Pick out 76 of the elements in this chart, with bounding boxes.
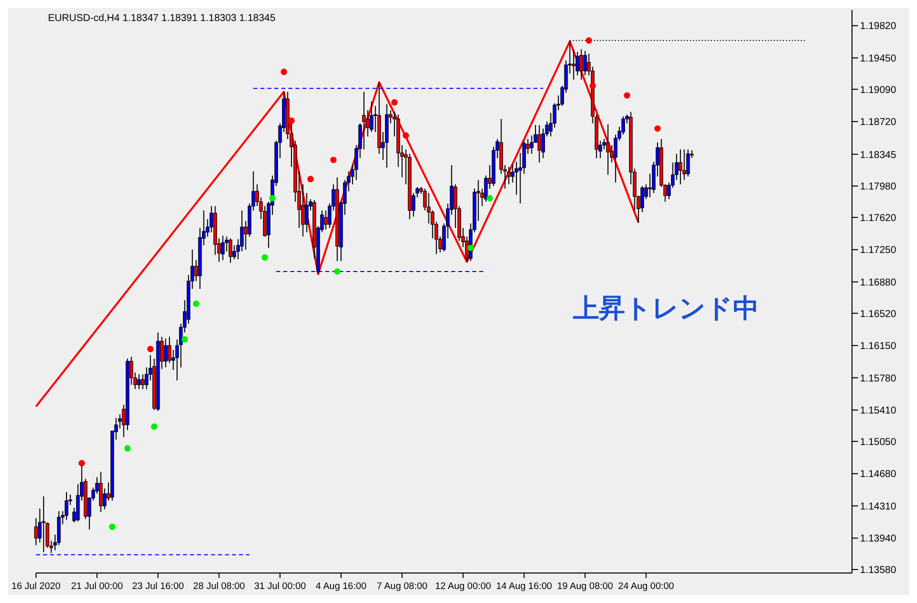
point <box>78 460 85 466</box>
candlestick <box>228 238 232 264</box>
candlestick <box>137 374 141 390</box>
candlestick <box>530 135 534 154</box>
candlestick <box>579 48 584 80</box>
candlestick <box>42 496 46 553</box>
x-tick-label: 14 Aug 16:00 <box>496 581 552 592</box>
candlestick <box>507 166 511 185</box>
y-tick-label: 1.19820 <box>860 21 897 32</box>
y-tick-label: 1.15780 <box>860 373 897 384</box>
point <box>280 68 288 76</box>
point <box>586 37 592 44</box>
candlestick <box>34 518 38 546</box>
x-tick-label: 31 Jul 00:00 <box>254 581 306 592</box>
point <box>590 82 596 90</box>
point <box>109 524 116 530</box>
y-tick-label: 1.16880 <box>860 277 897 288</box>
candlestick <box>140 374 145 390</box>
point <box>269 195 276 202</box>
point <box>330 156 337 164</box>
point <box>624 92 630 99</box>
point <box>192 300 200 307</box>
point <box>486 195 493 202</box>
candlestick <box>576 51 580 76</box>
point <box>151 423 158 430</box>
point <box>307 176 314 182</box>
y-tick-label: 1.17250 <box>860 245 897 256</box>
point <box>467 244 474 252</box>
point <box>124 445 131 452</box>
candlestick <box>64 491 68 520</box>
y-tick-label: 1.14680 <box>860 469 897 480</box>
x-tick-label: 4 Aug 16:00 <box>316 581 366 592</box>
candlestick <box>538 124 542 164</box>
candlestick <box>583 50 587 76</box>
y-tick-label: 1.13580 <box>860 565 897 576</box>
candlestick <box>682 148 686 180</box>
candlestick <box>678 148 682 185</box>
candlestick <box>362 91 366 150</box>
y-tick-label: 1.13940 <box>860 534 897 545</box>
point <box>334 268 340 275</box>
candlestick <box>324 210 328 230</box>
y-tick-label: 1.15050 <box>860 436 897 448</box>
candlestick <box>221 235 225 261</box>
candlestick <box>304 192 309 233</box>
point <box>654 125 661 132</box>
annotation: 上昇トレンド中 <box>573 292 759 325</box>
candlestick <box>370 101 374 133</box>
x-tick-label: 21 Jul 00:00 <box>71 581 123 592</box>
x-tick-label: 7 Aug 08:00 <box>376 581 428 592</box>
y-tick-label: 1.16520 <box>860 308 897 320</box>
y-tick-label: 1.19450 <box>860 53 897 64</box>
point <box>262 254 268 261</box>
point <box>182 336 188 343</box>
y-tick-label: 1.17620 <box>860 212 897 224</box>
candlestick <box>686 148 690 177</box>
y-tick-label: 1.18720 <box>860 117 897 128</box>
x-tick-label: 23 Jul 16:00 <box>132 581 184 592</box>
candlestick <box>164 338 168 368</box>
x-tick-label: 28 Jul 08:00 <box>193 581 245 592</box>
point <box>402 132 410 139</box>
y-tick-label: 1.18345 <box>860 150 897 161</box>
candlestick <box>606 124 610 176</box>
point <box>147 346 154 352</box>
y-tick-label: 1.15410 <box>860 406 897 417</box>
x-tick-label: 19 Aug 08:00 <box>557 581 614 592</box>
point <box>288 117 295 124</box>
x-tick-label: 12 Aug 00:00 <box>435 581 492 592</box>
point <box>391 99 398 106</box>
y-tick-label: 1.14310 <box>860 501 897 512</box>
y-tick-label: 1.17980 <box>860 182 897 193</box>
y-tick-label: 1.19090 <box>860 84 897 96</box>
x-tick-label: 16 Jul 2020 <box>11 581 61 592</box>
x-tick-label: 24 Aug 00:00 <box>618 581 674 592</box>
chart-title: EURUSD-cd,H4 1.18347 1.18391 1.18303 1.18345 <box>48 13 276 24</box>
candlestick <box>99 471 103 512</box>
y-tick-label: 1.16150 <box>860 341 897 352</box>
